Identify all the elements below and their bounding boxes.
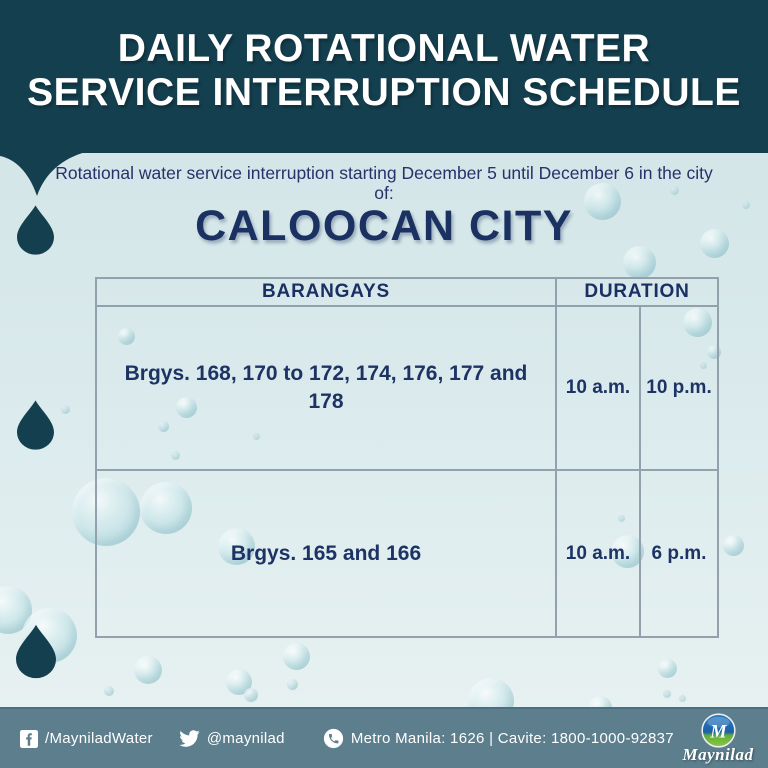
footer-bar: /MayniladWater @maynilad Metro Manila: 1… — [0, 707, 768, 768]
bubble — [158, 421, 169, 432]
water-drip-icon — [0, 152, 86, 196]
schedule-table: BARANGAYS DURATION Brgys. 168, 170 to 17… — [95, 277, 719, 638]
table-row-2-barangays: Brgys. 165 and 166 — [97, 471, 557, 636]
facebook-icon — [20, 729, 38, 748]
bubble — [611, 535, 644, 568]
twitter-handle-item: @maynilad — [179, 730, 285, 747]
bubble — [700, 229, 729, 258]
twitter-icon — [179, 730, 200, 747]
facebook-handle-item: /MayniladWater — [20, 729, 153, 748]
bubble — [623, 246, 656, 279]
table-row-1-end-time: 10 p.m. — [641, 307, 717, 471]
bubble — [663, 690, 671, 698]
header-banner: DAILY ROTATIONAL WATER SERVICE INTERRUPT… — [0, 0, 768, 153]
facebook-handle: /MayniladWater — [45, 730, 153, 747]
bubble — [61, 405, 70, 414]
bubble — [72, 478, 140, 546]
bubble — [218, 528, 255, 565]
twitter-handle: @maynilad — [206, 730, 285, 747]
bubble — [618, 515, 625, 522]
water-drop-icon — [17, 205, 54, 255]
bubble — [283, 643, 310, 670]
bubble — [679, 695, 686, 702]
bubble — [140, 482, 192, 534]
poster-title-line1: DAILY ROTATIONAL WATER — [117, 27, 651, 70]
table-header-barangays: BARANGAYS — [97, 279, 557, 307]
hotline-item: Metro Manila: 1626 | Cavite: 1800-1000-9… — [323, 728, 674, 749]
poster-title-line2: SERVICE INTERRUPTION SCHEDULE — [27, 71, 741, 114]
table-row-2-end-time: 6 p.m. — [651, 542, 707, 564]
maynilad-logo: M Maynilad — [678, 713, 758, 765]
poster-title: DAILY ROTATIONAL WATER SERVICE INTERRUPT… — [0, 0, 768, 115]
bubble — [723, 535, 744, 556]
bubble — [176, 397, 197, 418]
bubble — [171, 451, 180, 460]
water-drop-icon — [16, 624, 56, 679]
table-row-1-barangays: Brgys. 168, 170 to 172, 174, 176, 177 an… — [97, 307, 557, 471]
hotline-number: Metro Manila: 1626 | Cavite: 1800-1000-9… — [350, 730, 674, 747]
bubble — [118, 328, 135, 345]
bubble — [683, 308, 712, 337]
maynilad-logo-mark: M — [700, 713, 736, 748]
bubble — [658, 659, 677, 678]
bubble — [670, 186, 679, 195]
bubble — [700, 362, 707, 369]
bubble — [104, 686, 114, 696]
logo-monogram: M — [709, 721, 727, 741]
bubble — [742, 201, 750, 209]
brand-wordmark: Maynilad — [682, 745, 754, 764]
bubble — [287, 679, 298, 690]
interruption-notice: Rotational water service interruption st… — [55, 163, 713, 203]
city-name: CALOOCAN CITY — [195, 202, 573, 250]
bubble — [134, 656, 162, 684]
bubble — [584, 183, 621, 220]
bubble — [244, 688, 258, 702]
table-row-2-start-time: 10 a.m. — [557, 471, 641, 636]
bubble — [253, 433, 260, 440]
water-drop-icon — [17, 400, 54, 450]
phone-icon — [323, 728, 344, 749]
table-row-1-start-time: 10 a.m. — [557, 307, 641, 471]
table-header-duration: DURATION — [557, 279, 717, 307]
